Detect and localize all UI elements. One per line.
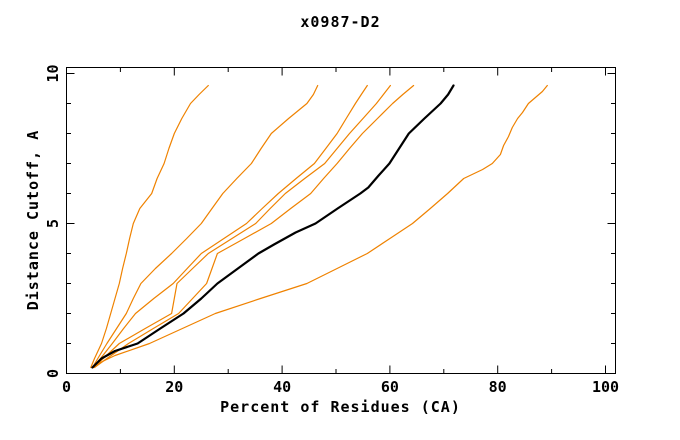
curve-3 bbox=[92, 84, 368, 369]
curve-6 bbox=[95, 84, 548, 366]
x-tick-label: 0 bbox=[62, 378, 71, 396]
x-tick-label: 60 bbox=[381, 378, 399, 396]
y-tick-label: 0 bbox=[44, 369, 62, 378]
x-tick-label: 40 bbox=[273, 378, 291, 396]
curve-5 bbox=[93, 84, 415, 369]
curve-4 bbox=[92, 84, 391, 369]
x-axis-label: Percent of Residues (CA) bbox=[220, 398, 461, 416]
chart-title: x0987-D2 bbox=[300, 13, 381, 31]
curve-highlight bbox=[91, 84, 455, 369]
y-tick-label: 10 bbox=[44, 64, 62, 82]
x-tick-label: 100 bbox=[592, 378, 619, 396]
curve-1 bbox=[90, 84, 209, 369]
x-tick-label: 80 bbox=[489, 378, 507, 396]
x-tick-label: 20 bbox=[165, 378, 183, 396]
y-tick-label: 5 bbox=[44, 219, 62, 228]
y-axis-label: Distance Cutoff, A bbox=[24, 129, 42, 311]
plot-frame bbox=[66, 67, 616, 374]
curve-2 bbox=[91, 84, 319, 369]
